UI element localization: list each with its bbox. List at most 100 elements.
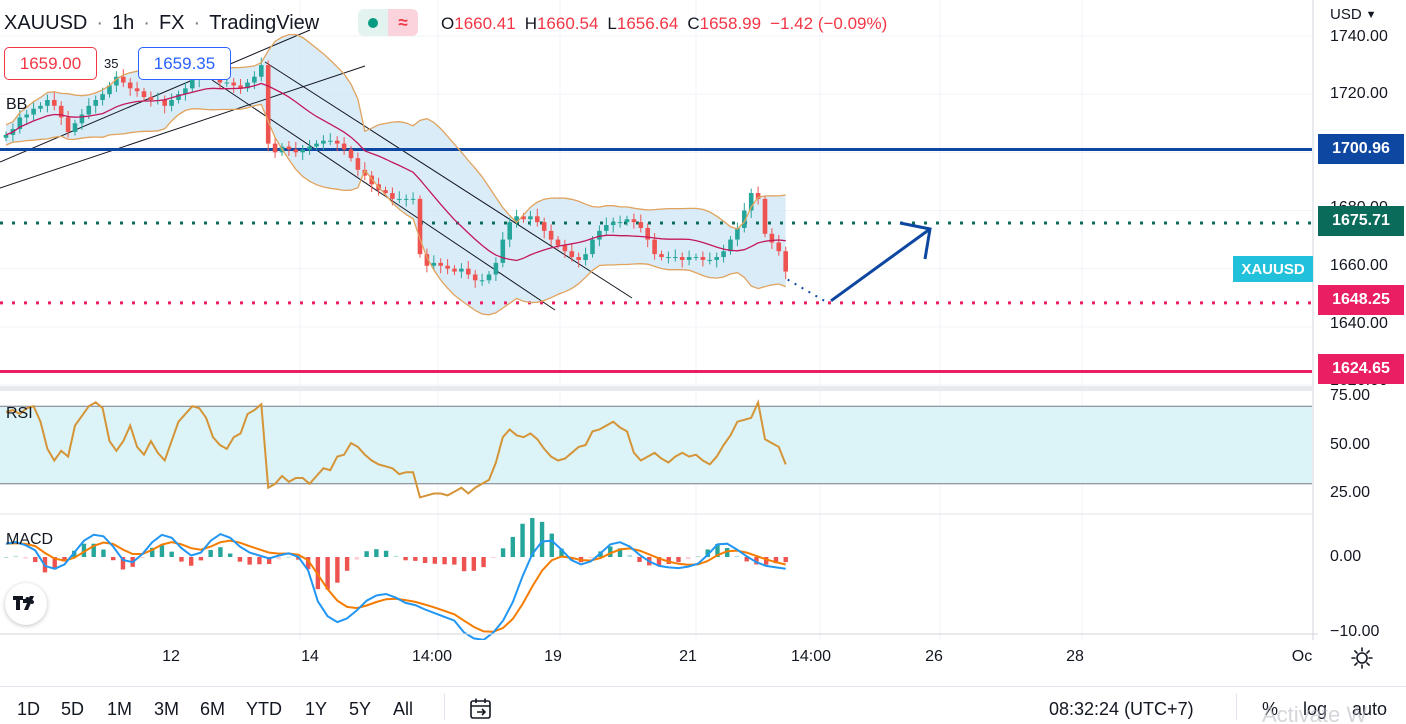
- low-value: 1656.64: [616, 14, 679, 33]
- macd-histogram-bar: [159, 545, 165, 557]
- macd-histogram-bar: [666, 557, 671, 564]
- macd-histogram-bar: [461, 557, 467, 572]
- currency-selector[interactable]: USD ▼: [1330, 6, 1377, 23]
- candle-body: [86, 105, 92, 115]
- range-button-1y[interactable]: 1Y: [305, 699, 328, 719]
- pane-separators[interactable]: [0, 0, 1318, 640]
- candle-body: [507, 222, 512, 240]
- macd-histogram-bar: [140, 557, 145, 558]
- price-label: 1740.00: [1330, 28, 1388, 45]
- range-button-6m[interactable]: 6M: [200, 699, 226, 719]
- candle-body: [397, 198, 402, 200]
- bb-indicator-label[interactable]: BB: [6, 96, 28, 113]
- settings-gear-icon[interactable]: [1350, 646, 1374, 670]
- candle-body: [555, 239, 561, 246]
- resistance-price-tag[interactable]: 1700.96: [1318, 134, 1404, 164]
- price-label: 1660.00: [1330, 257, 1388, 274]
- candle-body: [52, 99, 57, 106]
- candle-body: [238, 85, 243, 89]
- market-status-pill[interactable]: ≈: [358, 9, 418, 36]
- rsi-indicator-label[interactable]: RSI: [6, 405, 33, 422]
- macd-histogram-bar: [179, 557, 184, 562]
- time-label: 21: [679, 648, 697, 665]
- macd-histogram-bar: [247, 557, 252, 565]
- range-button-all[interactable]: All: [393, 699, 414, 719]
- candle-body: [721, 251, 726, 258]
- macd-histogram-bar: [188, 557, 194, 566]
- market-open-icon: [358, 9, 388, 36]
- rsi-line: [5, 398, 787, 499]
- time-label: 12: [162, 648, 180, 665]
- candle-body: [583, 254, 588, 260]
- clock-timezone[interactable]: 08:32:24 (UTC+7): [1049, 699, 1194, 719]
- candle-body: [659, 254, 664, 258]
- candle-body: [742, 210, 747, 228]
- sell-button[interactable]: 1659.00: [4, 47, 97, 80]
- macd-histogram-bar: [617, 548, 623, 557]
- interval-label[interactable]: 1h: [112, 11, 135, 34]
- macd-histogram-bar: [744, 557, 749, 562]
- separator: ·: [96, 11, 104, 34]
- exchange-label: FX: [158, 11, 185, 34]
- macd-histogram-bar: [364, 551, 369, 557]
- candle-body: [638, 222, 644, 228]
- candle-body: [514, 216, 519, 223]
- time-label: 14: [301, 648, 319, 665]
- macd-indicator-label[interactable]: MACD: [6, 531, 54, 548]
- price-label: 1640.00: [1330, 315, 1388, 332]
- stop-price-tag[interactable]: 1624.65: [1318, 354, 1404, 384]
- candle-body: [700, 257, 706, 260]
- macd-histogram-bar: [149, 547, 155, 557]
- rsi-axis-label: 50.00: [1330, 436, 1371, 453]
- percent-toggle[interactable]: %: [1262, 699, 1279, 719]
- macd-histogram-bar: [208, 549, 213, 557]
- range-button-3m[interactable]: 3M: [154, 699, 180, 719]
- log-toggle[interactable]: log: [1303, 699, 1328, 719]
- rsi-axis-label: 75.00: [1330, 387, 1371, 404]
- close-label: C: [687, 14, 700, 33]
- candle-body: [541, 222, 547, 231]
- candle-body: [548, 230, 554, 240]
- candle-body: [148, 97, 154, 100]
- symbol-name[interactable]: XAUUSD: [4, 11, 88, 34]
- rsi-pane: [0, 398, 1312, 499]
- time-label: 26: [925, 648, 943, 665]
- macd-histogram-bar: [52, 557, 57, 570]
- tradingview-logo-icon[interactable]: [5, 583, 47, 625]
- candle-body: [272, 143, 278, 153]
- candle-body: [286, 146, 292, 150]
- range-button-1d[interactable]: 1D: [17, 699, 41, 719]
- candle-body: [176, 94, 181, 100]
- chart-canvas[interactable]: [0, 0, 1318, 640]
- support-price-tag[interactable]: 1648.25: [1318, 285, 1404, 315]
- projection-arrow[interactable]: [787, 221, 932, 304]
- range-button-1m[interactable]: 1M: [107, 699, 133, 719]
- buy-button[interactable]: 1659.35: [138, 47, 231, 80]
- candle-body: [100, 94, 105, 100]
- macd-histogram-bar: [383, 550, 389, 557]
- candle-body: [783, 251, 788, 272]
- candle-body: [348, 149, 354, 159]
- range-button-5d[interactable]: 5D: [61, 699, 85, 719]
- target-price-tag[interactable]: 1675.71: [1318, 206, 1404, 236]
- candle-body: [127, 82, 133, 89]
- calendar-goto-icon[interactable]: [468, 696, 494, 722]
- price-levels[interactable]: [0, 148, 1312, 373]
- symbol-price-tag[interactable]: XAUUSD: [1233, 256, 1313, 282]
- macd-histogram-bar: [266, 557, 272, 565]
- macd-histogram-bar: [305, 557, 311, 570]
- candle-body: [328, 140, 333, 142]
- candle-body: [679, 257, 685, 260]
- candle-body: [114, 76, 119, 86]
- candle-body: [417, 198, 423, 255]
- range-button-ytd[interactable]: YTD: [246, 699, 282, 719]
- candle-body: [307, 146, 312, 150]
- macd-histogram-bar: [120, 557, 126, 570]
- range-button-5y[interactable]: 5Y: [349, 699, 372, 719]
- auto-toggle[interactable]: auto: [1352, 699, 1388, 719]
- candle-body: [610, 222, 616, 226]
- macd-histogram-bar: [227, 553, 233, 557]
- candle-body: [445, 265, 450, 269]
- candle-body: [58, 105, 64, 118]
- symbol-header[interactable]: XAUUSD · 1h · FX · TradingView: [4, 10, 319, 36]
